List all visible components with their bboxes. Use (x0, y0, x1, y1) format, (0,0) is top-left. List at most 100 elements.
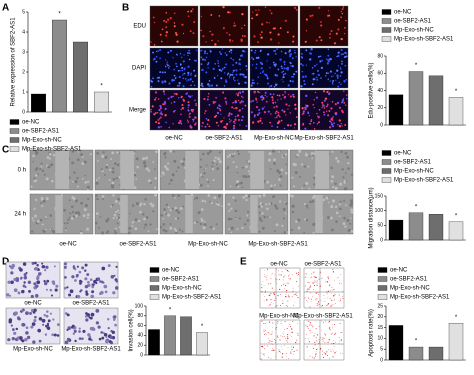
image-cell (239, 73, 242, 76)
image-cell (301, 57, 303, 59)
image-cell (71, 324, 75, 328)
image-cell (289, 124, 292, 127)
image-cell (267, 110, 270, 113)
image-cell (269, 85, 271, 88)
image-cell (167, 67, 170, 69)
image-cell (324, 333, 326, 335)
image-cell (163, 101, 167, 105)
image-cell (313, 183, 316, 186)
image-cell (36, 219, 40, 223)
image-cell (77, 211, 80, 214)
bar (448, 323, 464, 361)
image-cell (318, 294, 320, 296)
image-cell (117, 209, 120, 212)
image-cell (344, 204, 347, 207)
image-cell (329, 33, 332, 35)
image-cell (321, 320, 322, 322)
image-cell (53, 265, 56, 268)
image-cell (229, 41, 231, 43)
image-cell (336, 159, 340, 163)
image-cell (268, 305, 270, 306)
image-cell (228, 153, 232, 157)
image-cell (301, 70, 304, 73)
image-cell (255, 106, 259, 109)
row-label: 0 h (18, 168, 26, 174)
image-cell (221, 119, 224, 122)
image-cell (341, 60, 343, 63)
image-cell (265, 276, 267, 278)
image-cell (204, 59, 206, 61)
image-cell (30, 294, 34, 299)
legend-label: Mp-Exo-sh-SBF2-AS1 (390, 295, 450, 301)
image-cell (155, 50, 158, 53)
image-cell (323, 357, 325, 359)
image-cell (331, 119, 334, 121)
image-cell (312, 347, 314, 349)
image-cell (330, 333, 332, 335)
bar (448, 221, 464, 241)
image-cell (327, 48, 330, 51)
image-cell (32, 219, 35, 222)
image-cell (326, 351, 328, 353)
image-cell (142, 213, 145, 216)
image-cell (209, 225, 213, 229)
image-cell (238, 109, 241, 112)
image-cell (338, 119, 341, 122)
image-cell (307, 358, 309, 360)
image-cell (295, 220, 298, 223)
image-cell (283, 60, 286, 64)
image-cell (49, 288, 53, 292)
image-cell (270, 358, 272, 360)
image-cell (297, 297, 299, 299)
image-cell (245, 125, 248, 127)
image-cell (258, 230, 261, 233)
y-tick-label: 150 (375, 193, 384, 199)
image-cell (307, 281, 309, 283)
image-cell (215, 121, 218, 124)
image-cell (237, 152, 240, 156)
image-cell (241, 226, 244, 230)
image-cell (270, 85, 273, 87)
image-cell (258, 112, 261, 114)
image-cell (71, 275, 75, 279)
image-cell (257, 113, 260, 116)
y-axis-label: Edu-positive cells(%) (369, 62, 375, 118)
image-background (303, 267, 345, 309)
image-cell (313, 281, 315, 283)
image-cell (335, 157, 338, 160)
image-cell (285, 337, 287, 339)
image-cell (339, 200, 342, 203)
image-cell (285, 353, 287, 355)
significance-mark: * (415, 63, 418, 69)
image-cell (163, 211, 166, 214)
image-cell (193, 69, 196, 72)
image-cell (232, 69, 235, 72)
image-cell (324, 281, 326, 283)
image-cell (164, 114, 167, 117)
image-cell (259, 119, 262, 122)
image-cell (34, 266, 39, 271)
image-cell (328, 320, 331, 322)
image-cell (173, 74, 176, 77)
image-cell (327, 349, 329, 351)
image-cell (277, 337, 279, 338)
image-cell (276, 335, 278, 337)
image-cell (286, 356, 288, 357)
image-cell (131, 220, 135, 224)
image-cell (235, 166, 238, 168)
image-cell (72, 197, 76, 201)
image-cell (151, 80, 154, 83)
image-cell (226, 155, 230, 158)
image (299, 89, 349, 131)
image-cell (255, 56, 258, 60)
image-cell (211, 39, 213, 42)
image-cell (113, 213, 117, 217)
image-cell (296, 273, 298, 274)
image-cell (238, 58, 241, 61)
image-cell (323, 295, 325, 296)
row-label: DAPI (132, 66, 146, 72)
image-cell (29, 311, 32, 315)
image-cell (131, 225, 134, 228)
image-cell (283, 331, 285, 333)
image-cell (162, 90, 165, 93)
